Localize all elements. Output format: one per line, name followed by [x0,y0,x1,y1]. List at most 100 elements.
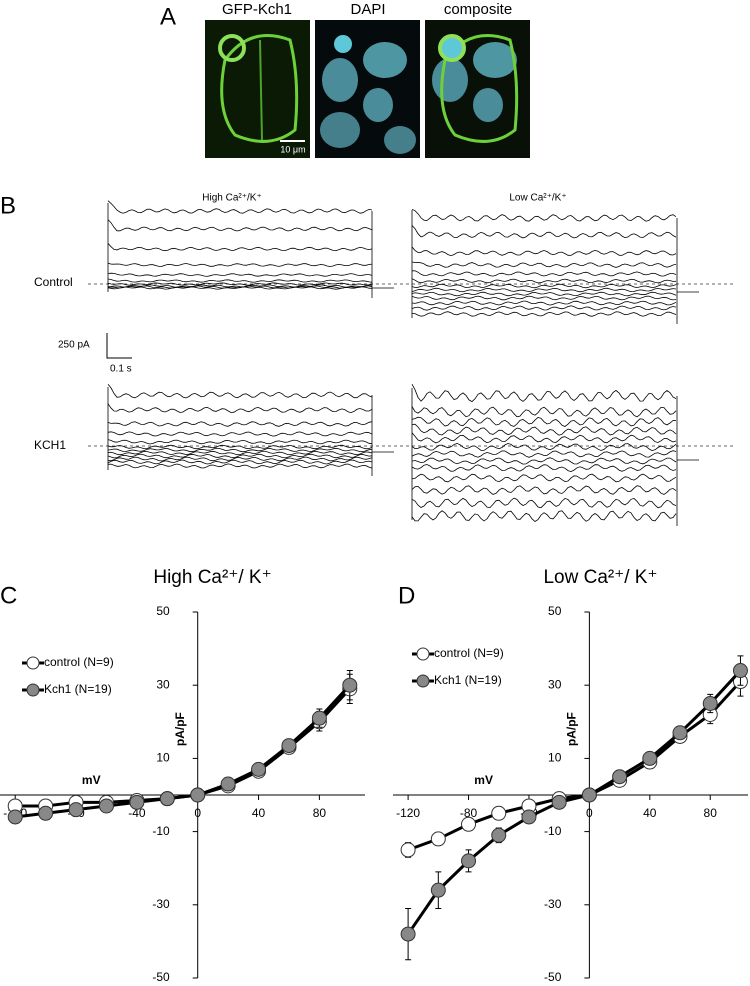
y-tick-label: -50 [152,970,170,984]
data-point [98,798,114,814]
data-point [251,761,267,777]
x-tick-label: 0 [194,806,201,820]
panel-letter: A [160,3,176,30]
data-point [430,831,446,847]
scale-label: 250 pA [58,340,90,351]
trace [411,497,677,509]
trace [411,278,677,284]
x-tick-label: -40 [128,806,146,820]
trace [107,219,373,232]
scale-label: 0.1 s [110,364,132,375]
data-point [461,816,477,832]
image-label: composite [444,1,512,18]
scale-label: 10 μm [280,144,305,154]
legend-marker [26,656,40,670]
x-tick-label: 40 [252,806,266,820]
row-label: Control [34,275,73,289]
condition-label: Low Ca²⁺/K⁺ [509,193,566,204]
trace [411,311,677,317]
data-point [612,769,628,785]
data-point [159,791,175,807]
y-tick-label: 10 [548,751,562,765]
data-point [461,853,477,869]
trace [412,270,677,277]
panel-letter: C [0,582,17,609]
panel-letter: B [0,192,16,219]
legend-label: Kch1 (N=19) [44,682,112,696]
data-point [430,882,446,898]
data-point [190,787,206,803]
trace [411,287,677,293]
trace [107,272,373,277]
y-tick-label: -30 [152,897,170,911]
trace [107,450,373,456]
trace [107,278,373,283]
trace [107,284,373,288]
data-point [129,794,145,810]
data-point [551,794,567,810]
trace [411,510,677,523]
series-line [407,680,742,852]
data-point [342,677,358,693]
trace [107,447,373,453]
data-point [491,805,507,821]
trace [411,432,677,444]
micrograph-composite [425,20,530,158]
trace [411,473,677,483]
y-tick-label: -30 [544,897,562,911]
trace [411,291,677,297]
row-label: KCH1 [34,438,66,452]
legend-label: Kch1 (N=19) [434,673,502,687]
trace [107,456,373,462]
data-point [702,696,718,711]
data-point [672,725,688,741]
series-line [15,684,351,819]
trace [411,246,677,257]
data-point [38,805,54,821]
y-axis-label: pA/pF [173,712,187,746]
x-tick-label: 0 [586,806,593,820]
trace [107,262,373,267]
trace [107,439,373,445]
y-tick-label: 30 [156,677,170,691]
trace [411,261,677,268]
trace [411,225,677,239]
trace [411,300,677,306]
data-point [400,842,416,858]
chart-title: High Ca²⁺/ K⁺ [153,567,271,588]
x-axis-label: mV [474,773,493,787]
scale-bar [106,333,132,359]
micrograph-dapi [315,20,420,158]
trace [411,423,677,436]
x-tick-label: 80 [704,806,718,820]
trace [411,485,677,495]
trace [107,459,373,465]
legend-marker [416,674,430,688]
image-label: GFP-Kch1 [222,1,292,18]
trace [411,416,677,427]
trace [411,305,677,311]
trace [411,283,677,289]
data-point [281,738,297,754]
trace [107,444,373,450]
y-tick-label: 30 [548,677,562,691]
data-point [732,663,748,679]
data-point [220,776,236,792]
trace [107,431,373,437]
chart-title: Low Ca²⁺/ K⁺ [543,567,657,588]
trace [107,282,373,286]
data-point [642,750,658,766]
trace [411,464,677,473]
trace [107,403,373,414]
y-tick-label: -50 [544,970,562,984]
legend-marker [26,683,40,697]
data-point [491,827,507,843]
series-line [406,669,742,935]
x-tick-label: -80 [460,806,478,820]
trace [411,295,677,301]
trace [411,442,677,452]
y-tick-label: -10 [544,824,562,838]
trace [411,406,677,418]
current-traces [107,200,699,526]
